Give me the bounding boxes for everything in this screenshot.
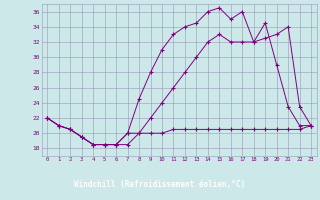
Text: Windchill (Refroidissement éolien,°C): Windchill (Refroidissement éolien,°C) [75, 180, 245, 190]
